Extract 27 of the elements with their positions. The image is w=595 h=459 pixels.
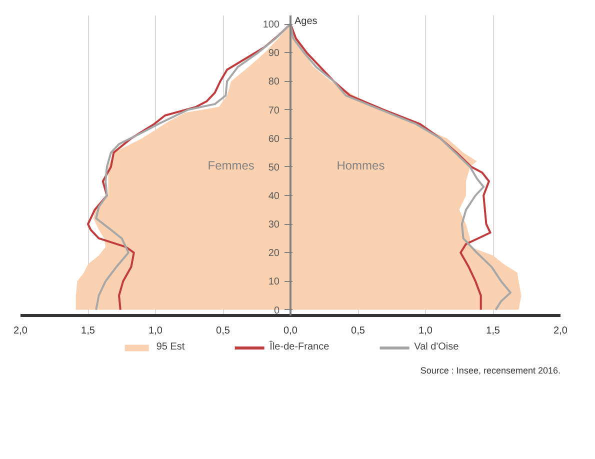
y-tick-label: 70 bbox=[268, 105, 280, 116]
legend-label: 95 Est bbox=[156, 342, 185, 352]
legend-label: Île-de-France bbox=[270, 342, 330, 352]
y-tick-label: 40 bbox=[268, 191, 280, 202]
x-tick-label: 1,5 bbox=[486, 326, 500, 336]
y-tick-label: 60 bbox=[268, 134, 280, 145]
y-tick-label: 30 bbox=[268, 220, 280, 231]
x-tick-label: 0,0 bbox=[284, 326, 298, 336]
annotation: Femmes bbox=[208, 158, 254, 172]
y-axis-title: Ages bbox=[294, 16, 318, 27]
y-tick-label: 10 bbox=[268, 276, 280, 288]
x-tick-label: 2,0 bbox=[554, 326, 568, 336]
y-tick-label: 0 bbox=[274, 305, 280, 316]
source-note: Source : Insee, recensement 2016. bbox=[420, 366, 561, 376]
annotation: Hommes bbox=[336, 158, 385, 172]
legend-label: Val d'Oise bbox=[414, 342, 459, 352]
y-tick-label: 90 bbox=[268, 48, 280, 60]
x-tick-label: 0,5 bbox=[216, 326, 230, 336]
x-tick-label: 2,0 bbox=[14, 326, 28, 336]
y-tick-label: 20 bbox=[268, 248, 280, 260]
y-tick-label: 80 bbox=[268, 76, 280, 88]
x-tick-label: 1,5 bbox=[81, 326, 96, 336]
y-tick-label: 100 bbox=[262, 20, 280, 31]
x-tick-label: 0,5 bbox=[351, 326, 366, 336]
x-tick-label: 1,0 bbox=[148, 326, 163, 336]
y-tick-label: 50 bbox=[268, 162, 280, 174]
x-tick-label: 1,0 bbox=[418, 326, 433, 336]
